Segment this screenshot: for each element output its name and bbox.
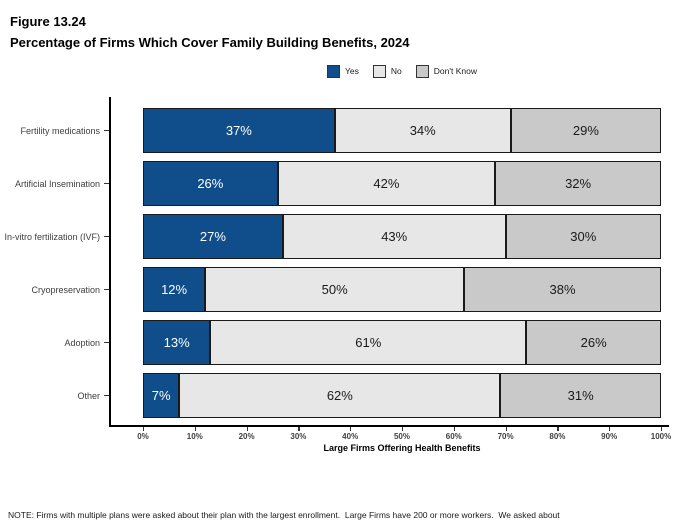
category-label: Artificial Insemination xyxy=(14,178,100,189)
bar-row: Adoption 13% 61% 26% xyxy=(0,320,698,365)
bar-segment-yes: 26% xyxy=(143,161,278,206)
y-axis-tick xyxy=(104,289,109,290)
bar-segment-no: 50% xyxy=(205,267,465,312)
legend-swatch-don-t-know xyxy=(415,64,429,78)
bar-segment-yes: 7% xyxy=(143,373,180,418)
legend-swatch-yes xyxy=(327,64,341,78)
x-axis-tick-label: 100% xyxy=(650,432,672,441)
figure-label: Figure 13.24 xyxy=(10,14,86,29)
bar-row: Fertility medications 37% 34% 29% xyxy=(0,108,698,153)
y-axis-tick xyxy=(104,236,109,237)
x-axis-line xyxy=(109,425,669,427)
category-label: Cryopreservation xyxy=(31,284,100,295)
bar-segments: 7% 62% 31% xyxy=(143,373,661,418)
category-label: In-vitro fertilization (IVF) xyxy=(4,231,100,242)
x-axis-tick xyxy=(194,427,196,431)
x-axis-tick-label: 60% xyxy=(445,432,462,441)
footnotes: NOTE: Firms with multiple plans were ask… xyxy=(8,482,560,525)
x-axis-title: Large Firms Offering Health Benefits xyxy=(323,443,481,453)
x-axis-tick xyxy=(661,427,663,431)
y-axis-line xyxy=(109,97,111,426)
bar-segments: 12% 50% 38% xyxy=(143,267,661,312)
bar-segment-yes: 12% xyxy=(143,267,206,312)
legend: Yes No Don't Know xyxy=(143,63,661,79)
bar-row: In-vitro fertilization (IVF) 27% 43% 30% xyxy=(0,214,698,259)
x-axis-tick-label: 80% xyxy=(549,432,566,441)
x-axis-tick xyxy=(609,427,611,431)
legend-item: No xyxy=(372,64,402,78)
bar-segment-no: 42% xyxy=(277,161,496,206)
bar-segment-no: 62% xyxy=(179,373,501,418)
bar-segment-yes: 13% xyxy=(143,320,211,365)
bar-segments: 26% 42% 32% xyxy=(143,161,661,206)
x-axis-tick xyxy=(402,427,404,431)
x-axis-tick-label: 30% xyxy=(290,432,307,441)
bar-segment-don-t-know: 31% xyxy=(500,373,661,418)
y-axis-tick xyxy=(104,395,109,396)
page-title: Percentage of Firms Which Cover Family B… xyxy=(10,35,410,50)
bar-segments: 37% 34% 29% xyxy=(143,108,661,153)
bar-segment-don-t-know: 30% xyxy=(505,214,661,259)
bar-segment-don-t-know: 29% xyxy=(510,108,661,153)
x-axis-tick xyxy=(298,427,300,431)
bar-segment-no: 43% xyxy=(282,214,506,259)
x-axis-tick-label: 70% xyxy=(497,432,514,441)
x-axis-tick-label: 50% xyxy=(393,432,410,441)
x-axis-tick-label: 90% xyxy=(601,432,618,441)
x-axis-tick xyxy=(143,427,145,431)
y-axis-tick xyxy=(104,130,109,131)
x-axis-tick xyxy=(505,427,507,431)
category-label: Fertility medications xyxy=(20,125,100,136)
legend-item: Don't Know xyxy=(415,64,477,78)
y-axis-tick xyxy=(104,183,109,184)
note-line: NOTE: Firms with multiple plans were ask… xyxy=(8,510,560,520)
category-label: Other xyxy=(77,390,100,401)
bar-segment-yes: 37% xyxy=(143,108,335,153)
bar-segment-don-t-know: 26% xyxy=(526,320,661,365)
bar-segment-yes: 27% xyxy=(143,214,283,259)
x-axis-tick-label: 20% xyxy=(238,432,255,441)
bar-segment-no: 34% xyxy=(334,108,511,153)
bar-row: Artificial Insemination 26% 42% 32% xyxy=(0,161,698,206)
x-axis-tick-label: 40% xyxy=(342,432,359,441)
bar-segments: 13% 61% 26% xyxy=(143,320,661,365)
x-axis-tick-label: 0% xyxy=(137,432,149,441)
legend-swatch-no xyxy=(372,64,386,78)
bar-row: Cryopreservation 12% 50% 38% xyxy=(0,267,698,312)
x-axis-tick xyxy=(246,427,248,431)
legend-label: Yes xyxy=(345,66,359,76)
x-axis-tick xyxy=(557,427,559,431)
bar-segment-don-t-know: 38% xyxy=(464,267,661,312)
bar-segment-no: 61% xyxy=(210,320,527,365)
category-label: Adoption xyxy=(64,337,100,348)
legend-label: Don't Know xyxy=(433,66,477,76)
bar-segment-don-t-know: 32% xyxy=(495,161,661,206)
bar-row: Other 7% 62% 31% xyxy=(0,373,698,418)
x-axis-tick-label: 10% xyxy=(186,432,203,441)
legend-item: Yes xyxy=(327,64,359,78)
legend-label: No xyxy=(390,66,402,76)
bar-segments: 27% 43% 30% xyxy=(143,214,661,259)
y-axis-tick xyxy=(104,342,109,343)
x-axis-tick xyxy=(453,427,455,431)
x-axis-tick xyxy=(350,427,352,431)
